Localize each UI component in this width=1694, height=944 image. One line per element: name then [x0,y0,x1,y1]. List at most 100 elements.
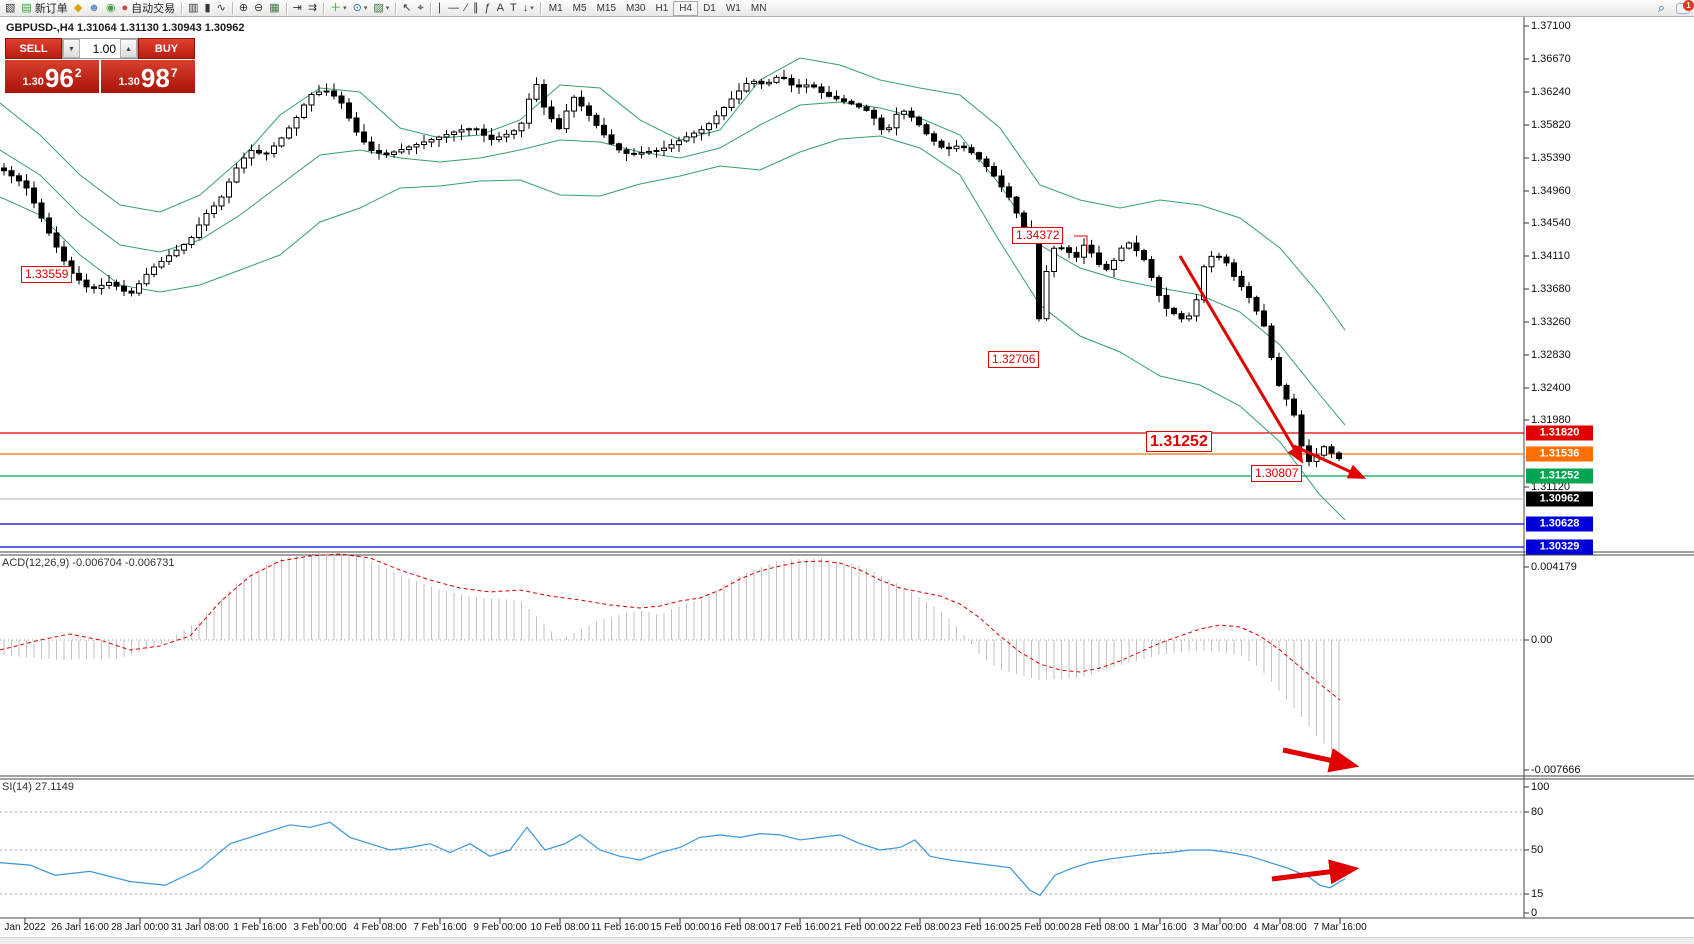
sell-price-display[interactable]: 1.30 96 2 [5,60,99,93]
bar-chart-glyph: ▥ [188,1,199,14]
timeframe-m1[interactable]: M1 [548,2,563,14]
level-price-label[interactable]: 1.31820 [1526,425,1593,441]
signal-icon[interactable]: ◉ [103,1,119,16]
bar-chart-button[interactable]: ▥ [185,1,201,16]
profile-icon-glyph: ☻ [88,1,100,14]
text-button[interactable]: A [494,1,507,16]
periods-button[interactable]: ⊙ ▾ [350,1,371,16]
chevron-down-icon: ▾ [343,5,347,12]
vertical-line-button[interactable]: ∣ [434,1,446,16]
zoom-out-button[interactable]: ⊖ [251,1,266,16]
periods-glyph: ⊙ [352,1,362,14]
volume-input[interactable] [80,39,120,58]
indicators-glyph: ＋ [330,1,342,14]
level-price-label[interactable]: 1.30628 [1526,516,1593,532]
price-axis-tick: 1.34540 [1531,217,1571,229]
chat-icon[interactable]: 1 [1676,0,1694,14]
auto-scroll-button[interactable]: ⇉ [305,1,320,16]
macd-axis-value: 0.004179 [1531,561,1577,573]
new-order-button[interactable]: ▤ 新订单 [18,1,70,16]
line-chart-button[interactable]: ∿ [214,1,229,16]
timeframe-switcher: M1 M5 M15 M30 H1 H4 D1 W1 MN [544,0,772,16]
price-axis-tick: 1.36670 [1531,53,1571,65]
volume-decrease-button[interactable]: ▼ [63,39,80,58]
trendline-glyph: ∕ [465,1,468,14]
level-price-label[interactable]: 1.31536 [1526,446,1593,462]
chart-shift-button[interactable]: ⇥ [290,1,305,16]
time-axis-label: 15 Feb 00:00 [650,922,710,933]
timeframe-m30[interactable]: M30 [626,2,646,14]
chart-window-icon[interactable]: ▧ [2,1,18,16]
rsi-label: SI(14) 27.1149 [2,781,74,793]
one-click-trading-widget: SELL ▼ ▲ BUY 1.30 96 2 1.30 98 7 [5,38,195,93]
equidistant-channel-glyph: ∥ [473,1,479,14]
timeframe-h1[interactable]: H1 [655,2,669,14]
price-annotation[interactable]: 1.31252 [1146,431,1212,452]
timeframe-m15[interactable]: M15 [596,2,617,14]
level-price-label[interactable]: 1.30329 [1526,539,1593,555]
time-axis-label: 17 Feb 16:00 [770,922,830,933]
candle-chart-button[interactable]: ▮ [202,1,214,16]
price-axis-tick: 1.37100 [1531,20,1571,32]
timeframe-d1[interactable]: D1 [703,2,716,14]
templates-glyph: ▨ [373,1,384,14]
tile-windows-glyph: ▦ [269,1,280,14]
timeframe-m5[interactable]: M5 [572,2,587,14]
chevron-down-icon: ▾ [385,5,390,12]
volume-stepper: ▼ ▲ [62,38,138,59]
auto-trading-glyph: ● [121,1,129,14]
horizontal-line-button[interactable]: ― [445,1,462,16]
toolbar-separator [395,1,397,15]
rsi-axis-value: 15 [1531,888,1544,900]
sell-price-point: 2 [74,66,82,80]
price-axis-tick: 1.33260 [1531,316,1571,328]
sell-button[interactable]: SELL [5,38,62,59]
buy-price-display[interactable]: 1.30 98 7 [101,60,195,93]
time-axis-label: Jan 2022 [4,922,46,933]
equidistant-channel-button[interactable]: ∥ [470,1,482,16]
zoom-in-button[interactable]: ⊕ [236,1,251,16]
price-annotation[interactable]: 1.30807 [1251,465,1303,482]
indicators-button[interactable]: ＋ ▾ [327,1,350,16]
text-label-button[interactable]: T [507,1,520,16]
fibonacci-button[interactable]: ƒ [482,1,494,16]
tile-windows-button[interactable]: ▦ [266,1,282,16]
timeframe-mn[interactable]: MN [750,2,767,14]
price-axis-tick: 1.31980 [1531,414,1571,426]
arrows-button[interactable]: ↓ ▾ [520,1,537,16]
cursor-button[interactable]: ↖ [399,1,414,16]
volume-increase-button[interactable]: ▲ [120,39,137,58]
price-annotation[interactable]: 1.33559 [21,266,73,283]
time-axis-label: 16 Feb 08:00 [710,922,770,933]
timeframe-h4[interactable]: H4 [673,0,699,16]
price-annotation[interactable]: 1.34372 [1012,227,1064,244]
macd-axis-value: 0.00 [1531,634,1553,646]
time-axis-label: 3 Mar 00:00 [1193,922,1247,933]
market-depth-icon-glyph: ◆ [73,1,83,14]
notification-badge: 1 [1683,0,1694,11]
market-depth-icon[interactable]: ◆ [71,1,85,16]
chevron-down-icon: ▾ [530,5,534,12]
buy-price-prefix: 1.30 [118,76,140,88]
price-annotation[interactable]: 1.32706 [988,351,1040,368]
search-icon[interactable]: ⌕ [1657,0,1665,15]
timeframe-w1[interactable]: W1 [725,2,741,14]
profile-icon[interactable]: ☻ [85,1,103,16]
level-price-label[interactable]: 1.31252 [1526,468,1593,484]
text-glyph: A [496,1,504,14]
price-axis-tick: 1.32830 [1531,349,1571,361]
time-axis-label: 9 Feb 00:00 [473,922,527,933]
crosshair-button[interactable]: ⌖ [414,1,426,16]
auto-trading-button[interactable]: ● 自动交易 [118,1,178,16]
time-axis-label: 1 Feb 16:00 [233,922,287,933]
buy-button[interactable]: BUY [138,38,195,59]
templates-button[interactable]: ▨ ▾ [370,1,392,16]
new-order-button-label: 新订单 [34,3,68,15]
time-axis-label: 7 Mar 16:00 [1313,922,1367,933]
time-axis-label: 7 Feb 16:00 [413,922,467,933]
trendline-button[interactable]: ∕ [462,1,470,16]
time-axis-label: 22 Feb 08:00 [890,922,950,933]
chart-title-ohlc: GBPUSD-,H4 1.31064 1.31130 1.30943 1.309… [6,22,245,34]
time-axis-label: 23 Feb 16:00 [950,922,1010,933]
